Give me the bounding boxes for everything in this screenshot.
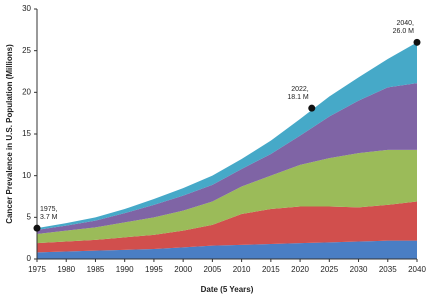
annotation-point	[33, 224, 41, 232]
x-tick-label: 2035	[379, 265, 397, 274]
y-tick-label: 10	[22, 171, 31, 180]
y-tick-label: 0	[27, 254, 32, 263]
x-tick-label: 2025	[320, 265, 338, 274]
y-axis-label: Cancer Prevalence in U.S. Population (Mi…	[5, 44, 14, 224]
area	[37, 83, 417, 235]
x-tick-label: 2020	[291, 265, 309, 274]
annotation-point	[308, 104, 316, 112]
x-tick-label: 2000	[174, 265, 192, 274]
annotation-label: 26.0 M	[393, 28, 415, 35]
annotation-label: 2022,	[291, 86, 309, 93]
x-axis-label: Date (5 Years)	[201, 285, 254, 294]
x-tick-label: 2015	[262, 265, 280, 274]
x-tick-label: 2005	[203, 265, 221, 274]
x-tick-label: 1990	[116, 265, 134, 274]
y-tick-label: 25	[22, 46, 31, 55]
y-tick-label: 5	[27, 212, 32, 221]
annotation-point	[413, 38, 421, 46]
annotation-label: 18.1 M	[287, 94, 309, 101]
area	[37, 240, 417, 259]
annotation-label: 3.7 M	[40, 214, 58, 221]
y-tick-label: 20	[22, 87, 31, 96]
area	[37, 149, 417, 244]
x-tick-label: 2030	[350, 265, 368, 274]
annotation-label: 2040,	[396, 20, 414, 27]
x-tick-label: 1995	[145, 265, 163, 274]
x-tick-label: 1980	[57, 265, 75, 274]
y-tick-label: 30	[22, 4, 31, 13]
x-tick-label: 2010	[233, 265, 251, 274]
y-tick-label: 15	[22, 129, 31, 138]
annotation-label: 1975,	[40, 206, 58, 213]
x-tick-label: 1975	[28, 265, 46, 274]
x-tick-label: 1985	[87, 265, 105, 274]
x-tick-label: 2040	[408, 265, 426, 274]
area	[37, 201, 417, 253]
